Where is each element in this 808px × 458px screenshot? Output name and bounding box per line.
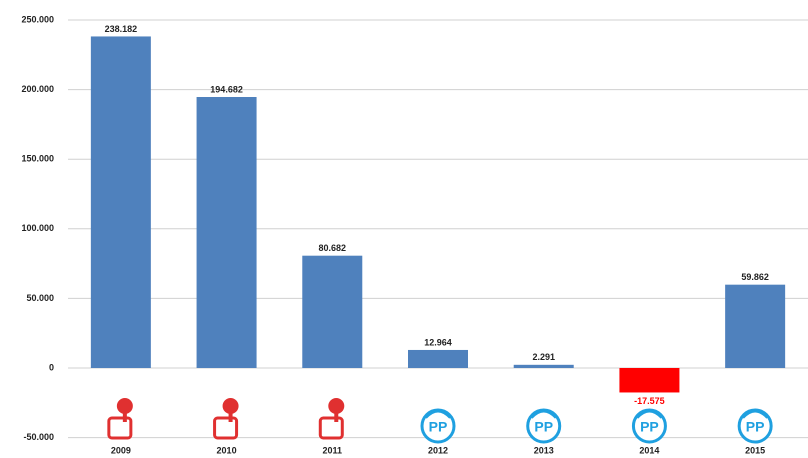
logo-rose xyxy=(116,398,133,414)
party-logo xyxy=(213,398,239,440)
data-label: 194.682 xyxy=(210,84,243,94)
y-tick-label: 100.000 xyxy=(21,223,54,233)
bar xyxy=(725,284,786,368)
logo-ring xyxy=(737,408,773,444)
party-logo xyxy=(107,398,133,440)
logo-ring xyxy=(631,408,667,444)
bar xyxy=(513,364,574,368)
logo-text: PP xyxy=(429,419,448,435)
logo-text: PP xyxy=(640,419,659,435)
bar xyxy=(408,349,468,368)
logo-fist xyxy=(213,416,239,440)
party-logo: PP xyxy=(737,408,773,444)
y-tick-label: 0 xyxy=(49,362,54,372)
logo-bird xyxy=(425,410,451,419)
data-label: 80.682 xyxy=(319,243,347,253)
logo-bird xyxy=(636,410,663,419)
bar xyxy=(302,255,363,368)
x-tick-label: 2011 xyxy=(323,445,343,455)
y-tick-label: -50.000 xyxy=(23,432,54,442)
party-logo: PP xyxy=(631,408,667,444)
x-tick-label: 2015 xyxy=(745,445,765,455)
logo-text: PP xyxy=(746,419,765,435)
data-label: 2.291 xyxy=(532,352,555,362)
logo-fist xyxy=(318,416,344,440)
logo-rose xyxy=(222,398,239,414)
data-label: -17.575 xyxy=(634,396,665,406)
y-tick-label: 50.000 xyxy=(26,293,54,303)
logo-bird xyxy=(530,410,557,419)
x-tick-label: 2012 xyxy=(428,445,448,455)
x-tick-label: 2009 xyxy=(111,445,131,455)
y-tick-label: 200.000 xyxy=(21,84,54,94)
bar xyxy=(90,36,151,369)
data-label: 59.862 xyxy=(741,272,769,282)
x-tick-label: 2014 xyxy=(639,445,659,455)
bar xyxy=(619,368,680,393)
party-logo: PP xyxy=(420,408,456,444)
logo-fist xyxy=(107,416,133,440)
x-tick-label: 2010 xyxy=(217,445,237,455)
party-logo: PP xyxy=(526,408,562,444)
data-label: 12.964 xyxy=(424,337,452,347)
x-tick-label: 2013 xyxy=(534,445,554,455)
data-label: 238.182 xyxy=(105,24,138,34)
logo-ring xyxy=(420,408,456,444)
logo-bird xyxy=(742,410,768,419)
y-tick-label: 150.000 xyxy=(21,154,54,164)
logo-rose xyxy=(328,398,345,414)
logo-ring xyxy=(526,408,562,444)
bar xyxy=(196,97,257,368)
party-logo xyxy=(318,398,345,440)
y-tick-label: 250.000 xyxy=(21,14,54,24)
logo-text: PP xyxy=(534,419,553,435)
